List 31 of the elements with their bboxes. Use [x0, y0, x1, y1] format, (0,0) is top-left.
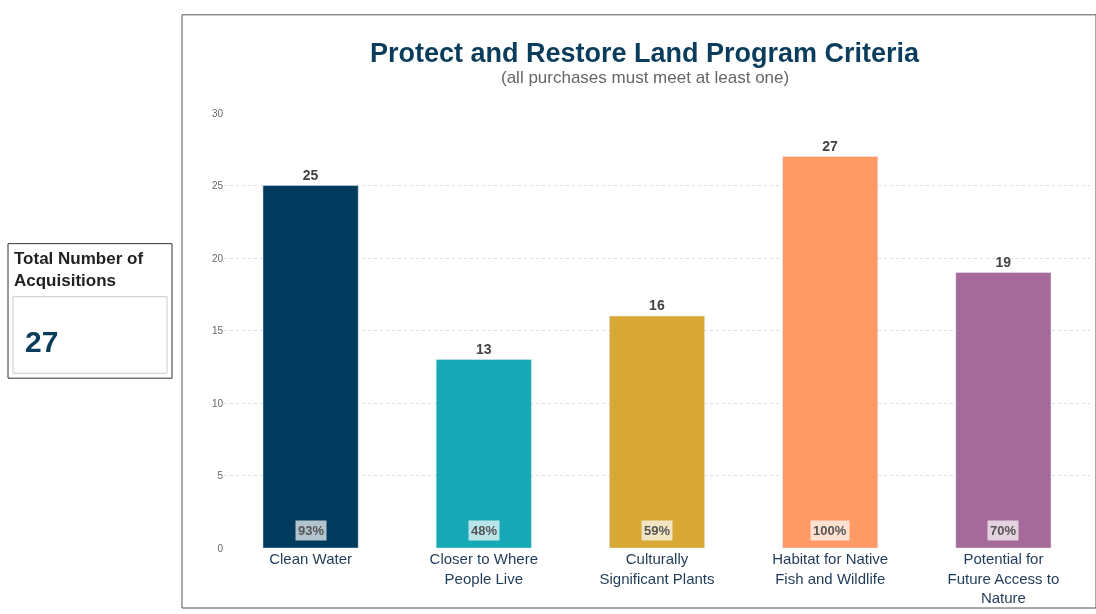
y-tick-label: 0: [217, 542, 224, 554]
x-tick-label: Potential for Future Access to Nature: [947, 550, 1060, 607]
x-tick-label: Closer to Where People Live: [429, 550, 538, 587]
bar: [435, 359, 532, 549]
data-label: 13: [475, 340, 492, 357]
bar: [955, 272, 1052, 549]
y-tick-label: 30: [211, 107, 224, 119]
annotation: 93%: [298, 523, 325, 538]
y-tick-label: 15: [211, 325, 224, 337]
annotation: 59%: [644, 523, 671, 538]
data-label: 27: [822, 137, 839, 154]
y-tick-label: 20: [211, 252, 224, 264]
chart-title: Protect and Restore Land Program Criteria: [370, 38, 921, 68]
y-tick-label: 5: [217, 470, 224, 482]
annotation: 70%: [990, 523, 1017, 538]
text: 27: [25, 325, 59, 358]
chart-subtitle: (all purchases must meet at least one): [501, 68, 790, 87]
text: Total Number of Acquisitions: [14, 249, 144, 291]
annotation: 100%: [813, 523, 847, 538]
annotation: 48%: [471, 523, 498, 538]
x-tick-label: Culturally Significant Plants: [599, 550, 715, 587]
bar: [262, 185, 359, 549]
x-tick-label: Habitat for Native Fish and Wildlife: [772, 550, 889, 587]
y-tick-label: 10: [211, 397, 224, 409]
x-tick-label: Clean Water: [269, 550, 353, 568]
bar: [782, 156, 879, 549]
bar: [609, 315, 705, 549]
data-label: 25: [302, 166, 319, 183]
data-label: 16: [649, 297, 665, 314]
data-label: 19: [995, 253, 1012, 270]
y-tick-label: 25: [211, 180, 224, 192]
